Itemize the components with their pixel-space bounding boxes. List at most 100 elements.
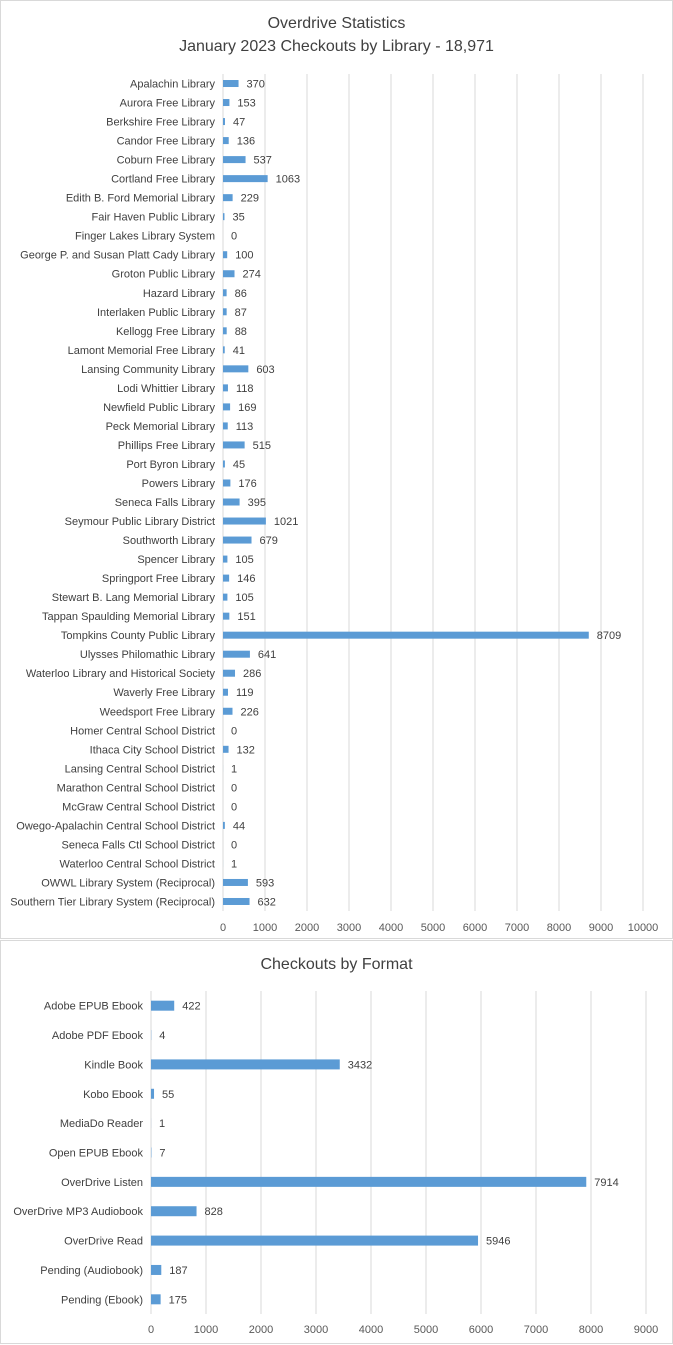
x-tick-label: 9000 — [589, 922, 613, 934]
category-label: Lansing Community Library — [81, 364, 215, 376]
data-label: 118 — [236, 383, 254, 395]
data-label: 0 — [231, 839, 237, 851]
x-tick-label: 7000 — [524, 1324, 548, 1336]
category-label: Fair Haven Public Library — [92, 212, 216, 224]
x-tick-label: 1000 — [194, 1324, 218, 1336]
data-label: 286 — [243, 668, 261, 680]
bar — [223, 517, 266, 525]
data-label: 187 — [169, 1265, 187, 1277]
data-label: 3432 — [348, 1059, 372, 1071]
data-label: 87 — [235, 307, 247, 319]
x-tick-label: 9000 — [634, 1324, 658, 1336]
category-label: Homer Central School District — [70, 725, 215, 737]
category-label: Kindle Book — [84, 1059, 143, 1071]
x-tick-label: 3000 — [304, 1324, 328, 1336]
bar — [151, 1235, 479, 1246]
data-label: 47 — [233, 117, 245, 129]
data-label: 641 — [258, 649, 276, 661]
bar — [223, 498, 240, 506]
chart-subtitle: January 2023 Checkouts by Library - 18,9… — [179, 38, 494, 55]
x-tick-label: 4000 — [379, 922, 403, 934]
category-label: OverDrive Listen — [61, 1177, 143, 1189]
data-label: 176 — [238, 478, 256, 490]
category-label: McGraw Central School District — [62, 801, 215, 813]
bar — [223, 327, 227, 335]
category-label: Stewart B. Lang Memorial Library — [52, 592, 216, 604]
format-chart-plot: 0 1000 2000 3000 4000 5000 6000 7000 8000 9000 Ado… — [13, 991, 658, 1336]
data-label: 1 — [231, 763, 237, 775]
bar — [223, 479, 231, 487]
bar — [223, 118, 225, 126]
category-label: Weedsport Free Library — [100, 706, 216, 718]
data-label: 4 — [159, 1030, 165, 1042]
data-label: 105 — [235, 554, 253, 566]
bar — [223, 536, 252, 544]
category-label: Seneca Falls Ctl School District — [62, 839, 215, 851]
bar — [223, 384, 228, 392]
category-label: Coburn Free Library — [117, 155, 216, 167]
data-label: 1 — [159, 1118, 165, 1130]
category-label: Tappan Spaulding Memorial Library — [42, 611, 216, 623]
bar — [223, 688, 228, 696]
category-label: Spencer Library — [137, 554, 215, 566]
bar — [223, 574, 230, 582]
category-label: Owego-Apalachin Central School District — [16, 820, 215, 832]
category-label: OverDrive Read — [64, 1236, 143, 1248]
category-label: Peck Memorial Library — [106, 421, 216, 433]
x-tick-label: 5000 — [414, 1324, 438, 1336]
bar — [223, 175, 268, 183]
bar — [151, 1206, 197, 1217]
data-label: 679 — [260, 535, 278, 547]
bar — [223, 156, 246, 164]
category-label: Adobe EPUB Ebook — [44, 1001, 144, 1013]
bar — [223, 308, 227, 316]
category-label: Pending (Audiobook) — [40, 1265, 143, 1277]
data-label: 593 — [256, 877, 274, 889]
data-label: 0 — [231, 231, 237, 243]
x-tick-label: 1000 — [253, 922, 277, 934]
bar — [223, 213, 225, 221]
category-label: Newfield Public Library — [103, 402, 215, 414]
bar — [223, 460, 225, 468]
category-label: Finger Lakes Library System — [75, 231, 215, 243]
bar — [223, 669, 236, 677]
format-checkouts-chart: Checkouts by Format 0 1000 2000 3000 4000 500… — [0, 940, 673, 1344]
category-label: Edith B. Ford Memorial Library — [66, 193, 216, 205]
data-label: 113 — [236, 421, 254, 433]
bar — [223, 289, 227, 297]
data-label: 100 — [235, 250, 253, 262]
data-label: 35 — [232, 212, 244, 224]
x-tick-label: 2000 — [249, 1324, 273, 1336]
bar — [223, 821, 225, 829]
data-label: 55 — [162, 1089, 174, 1101]
bar — [223, 745, 229, 753]
data-label: 537 — [254, 155, 272, 167]
category-label: Apalachin Library — [130, 79, 215, 91]
library-chart-plot: 0 1000 2000 3000 4000 5000 6000 7000 8000 9000 100… — [10, 74, 658, 934]
x-tick-label: 8000 — [547, 922, 571, 934]
category-label: Berkshire Free Library — [106, 117, 215, 129]
bar — [223, 194, 233, 202]
data-label: 828 — [205, 1206, 223, 1218]
data-label: 7 — [159, 1148, 165, 1160]
category-label: Southworth Library — [123, 535, 216, 547]
x-tick-label: 8000 — [579, 1324, 603, 1336]
category-label: Interlaken Public Library — [97, 307, 216, 319]
data-label: 370 — [247, 79, 265, 91]
category-label: Seymour Public Library District — [65, 516, 215, 528]
category-label: Aurora Free Library — [120, 98, 216, 110]
category-label: Ithaca City School District — [90, 744, 215, 756]
category-label: Tompkins County Public Library — [61, 630, 216, 642]
data-label: 603 — [256, 364, 274, 376]
category-label: Candor Free Library — [117, 136, 216, 148]
x-tick-label: 0 — [148, 1324, 154, 1336]
bar — [223, 270, 235, 278]
category-label: Adobe PDF Ebook — [52, 1030, 144, 1042]
bar — [151, 1059, 340, 1070]
bar — [151, 1176, 587, 1187]
data-label: 422 — [182, 1001, 200, 1013]
data-label: 44 — [233, 820, 245, 832]
data-label: 1 — [231, 858, 237, 870]
data-label: 119 — [236, 687, 254, 699]
x-tick-label: 4000 — [359, 1324, 383, 1336]
